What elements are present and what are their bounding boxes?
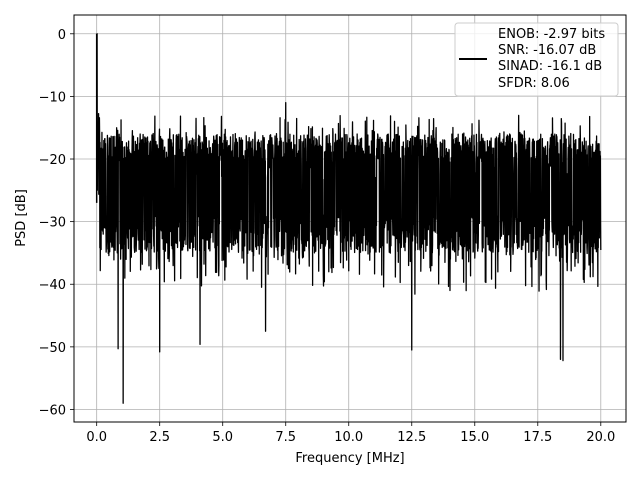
series-group bbox=[95, 33, 602, 404]
legend-text-sfdr: SFDR: 8.06 bbox=[498, 76, 570, 91]
x-ticks: 0.0 2.5 5.0 7.5 10.0 12.5 15.0 17.5 20.0 bbox=[86, 422, 615, 445]
y-ticks: 0 −10 −20 −30 −40 −50 −60 bbox=[39, 28, 74, 418]
x-tick-label: 12.5 bbox=[397, 430, 426, 445]
y-tick-label: −60 bbox=[39, 403, 66, 418]
x-tick-label: 5.0 bbox=[212, 430, 233, 445]
x-tick-label: 15.0 bbox=[460, 430, 489, 445]
legend-text-enob: ENOB: -2.97 bits bbox=[498, 27, 605, 42]
y-tick-label: −50 bbox=[39, 341, 66, 356]
x-tick-label: 0.0 bbox=[86, 430, 107, 445]
y-tick-label: −30 bbox=[39, 216, 66, 231]
y-tick-label: −20 bbox=[39, 153, 66, 168]
legend-box bbox=[454, 22, 619, 97]
y-tick-label: −10 bbox=[39, 90, 66, 105]
legend-text-sinad: SINAD: -16.1 dB bbox=[498, 59, 602, 74]
x-tick-label: 7.5 bbox=[275, 430, 296, 445]
legend: ENOB: -2.97 bits SNR: -16.07 dB SINAD: -… bbox=[454, 22, 619, 97]
y-tick-label: 0 bbox=[58, 28, 66, 43]
x-axis-label: Frequency [MHz] bbox=[295, 451, 404, 466]
x-tick-label: 2.5 bbox=[149, 430, 170, 445]
axes-frame bbox=[73, 14, 627, 423]
x-tick-label: 20.0 bbox=[586, 430, 615, 445]
x-tick-label: 10.0 bbox=[334, 430, 363, 445]
legend-text-snr: SNR: -16.07 dB bbox=[498, 43, 596, 58]
y-axis-label: PSD [dB] bbox=[14, 189, 29, 247]
psd-series-line bbox=[96, 33, 602, 404]
x-tick-label: 17.5 bbox=[523, 430, 552, 445]
y-tick-label: −40 bbox=[39, 278, 66, 293]
